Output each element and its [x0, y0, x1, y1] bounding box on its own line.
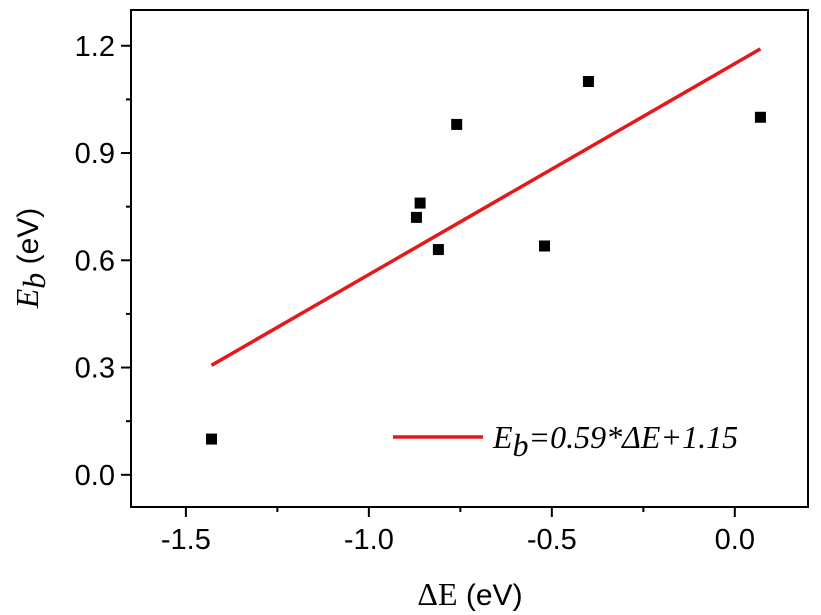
legend-label-lhs: E [492, 419, 513, 455]
ticks [121, 44, 736, 517]
y-tick-label: 0.0 [75, 460, 115, 492]
data-point [414, 197, 426, 209]
y-axis-label: Eb (eV) [9, 208, 52, 310]
y-tick-label: 0.9 [75, 138, 115, 170]
x-axis-label: ΔE (eV) [417, 576, 522, 612]
tick-labels: -1.5 -1.0 -0.5 0.0 0.0 0.3 0.6 0.9 1.2 [75, 31, 755, 556]
x-tick-label: -0.5 [527, 524, 577, 556]
x-axis-label-symbol: ΔE [417, 576, 457, 612]
x-tick-label: -1.0 [344, 524, 394, 556]
x-tick-label: 0.0 [715, 524, 755, 556]
legend: Eb=0.59*ΔE+1.15 [393, 419, 738, 463]
series-layer [206, 47, 766, 445]
y-axis-label-unit: (eV) [12, 208, 45, 273]
legend-label-subscript: b [513, 427, 529, 463]
y-axis-label-symbol: E [9, 288, 45, 309]
legend-label: Eb=0.59*ΔE+1.15 [492, 419, 738, 463]
data-point [582, 76, 594, 88]
data-point [432, 244, 444, 256]
data-point [539, 240, 551, 252]
data-point [410, 211, 422, 223]
data-point [206, 433, 218, 445]
data-point [451, 118, 463, 130]
y-tick-label: 0.3 [75, 353, 115, 385]
legend-label-rhs: =0.59*ΔE+1.15 [529, 419, 739, 455]
plot-frame [130, 9, 809, 508]
x-tick-label: -1.5 [161, 524, 211, 556]
y-axis-label-subscript: b [16, 273, 52, 289]
fit-line [210, 47, 762, 367]
y-tick-label: 0.6 [75, 245, 115, 277]
y-tick-label: 1.2 [75, 31, 115, 63]
data-point [754, 111, 766, 123]
x-axis-label-unit: (eV) [458, 579, 523, 612]
